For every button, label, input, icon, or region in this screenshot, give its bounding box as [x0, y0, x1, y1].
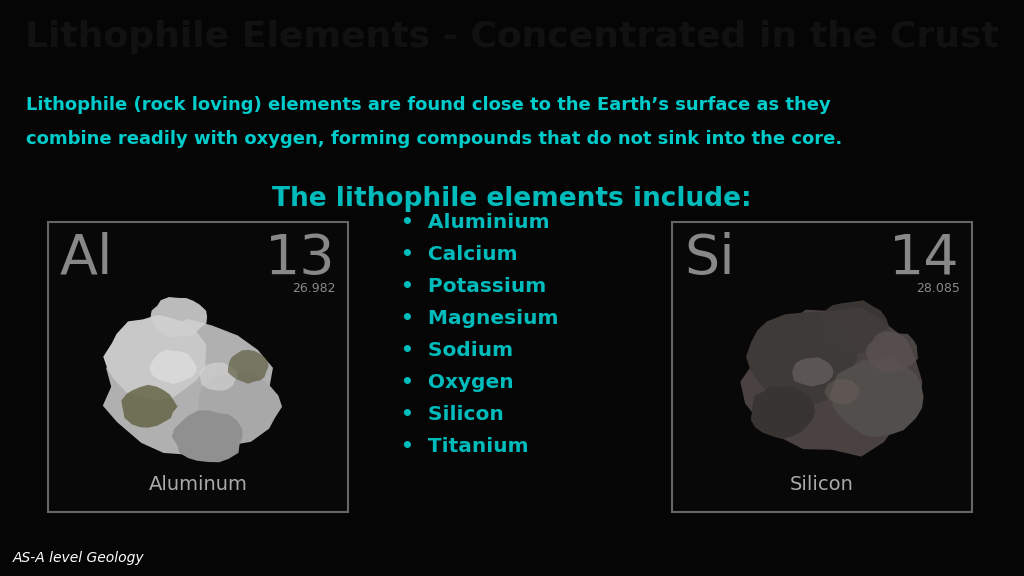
FancyBboxPatch shape	[48, 222, 348, 511]
Text: •  Aluminium: • Aluminium	[401, 213, 550, 232]
Polygon shape	[150, 350, 197, 384]
Text: •  Calcium: • Calcium	[401, 245, 518, 264]
Text: Aluminum: Aluminum	[148, 475, 248, 494]
FancyBboxPatch shape	[672, 222, 972, 511]
Polygon shape	[746, 312, 858, 404]
Text: •  Oxygen: • Oxygen	[401, 373, 514, 392]
Polygon shape	[197, 371, 282, 444]
Text: •  Silicon: • Silicon	[401, 406, 504, 425]
Polygon shape	[227, 350, 268, 384]
Text: The lithophile elements include:: The lithophile elements include:	[272, 185, 752, 212]
Polygon shape	[793, 357, 834, 386]
Text: AS-A level Geology: AS-A level Geology	[12, 551, 144, 565]
Text: 13: 13	[265, 232, 336, 286]
Text: •  Magnesium: • Magnesium	[401, 309, 559, 328]
Polygon shape	[151, 297, 207, 338]
Text: •  Sodium: • Sodium	[401, 341, 513, 360]
Text: Al: Al	[60, 232, 114, 286]
Text: Silicon: Silicon	[791, 475, 854, 494]
Text: combine readily with oxygen, forming compounds that do not sink into the core.: combine readily with oxygen, forming com…	[26, 130, 842, 148]
Polygon shape	[102, 319, 273, 454]
Polygon shape	[824, 378, 859, 404]
Polygon shape	[865, 331, 919, 373]
Text: Lithophile (rock loving) elements are found close to the Earth’s surface as they: Lithophile (rock loving) elements are fo…	[26, 96, 830, 114]
Text: 26.982: 26.982	[293, 282, 336, 295]
Polygon shape	[121, 385, 177, 428]
Polygon shape	[740, 308, 923, 457]
Text: 28.085: 28.085	[916, 282, 961, 295]
Text: 14: 14	[890, 232, 961, 286]
Polygon shape	[751, 386, 815, 439]
Text: •  Potassium: • Potassium	[401, 277, 547, 296]
Text: Lithophile Elements - Concentrated in the Crust: Lithophile Elements - Concentrated in th…	[25, 20, 999, 54]
Text: •  Titanium: • Titanium	[401, 437, 529, 456]
Polygon shape	[172, 410, 243, 463]
Text: Si: Si	[684, 232, 735, 286]
Polygon shape	[200, 362, 238, 391]
Polygon shape	[829, 357, 924, 437]
Polygon shape	[103, 315, 207, 400]
Polygon shape	[816, 300, 889, 354]
